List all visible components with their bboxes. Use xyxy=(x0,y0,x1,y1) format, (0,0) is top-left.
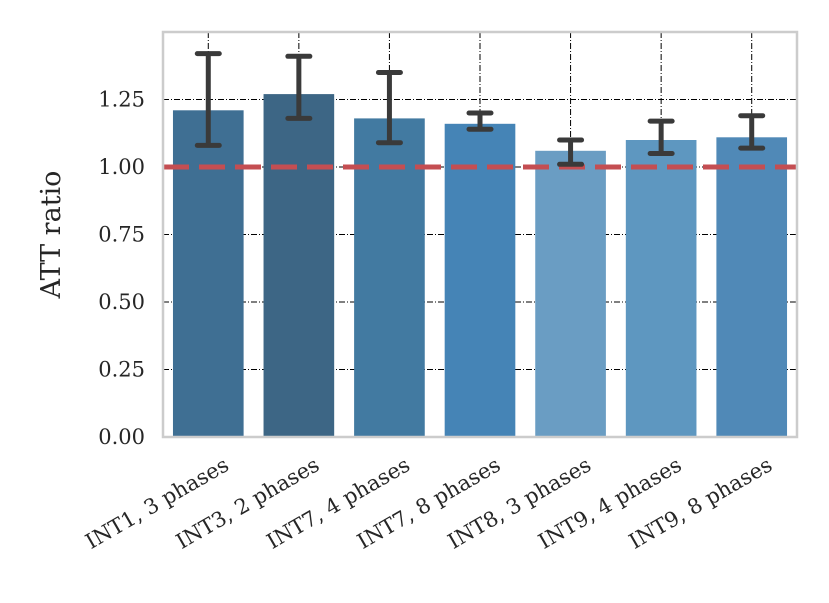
y-tick-label: 1.25 xyxy=(98,88,145,112)
bar xyxy=(535,150,606,438)
bar xyxy=(354,118,425,438)
y-tick-label: 0.50 xyxy=(98,290,145,314)
bars xyxy=(172,94,788,438)
y-tick-label: 0.00 xyxy=(98,425,145,449)
bar xyxy=(625,140,697,437)
plot-frame xyxy=(161,30,799,439)
y-axis-label: ATT ratio xyxy=(36,171,67,300)
y-tick-label: 1.00 xyxy=(98,155,145,179)
bar xyxy=(444,123,516,438)
bar xyxy=(716,137,788,438)
error-bars xyxy=(194,51,766,167)
y-tick-label: 0.25 xyxy=(98,358,145,382)
bar xyxy=(263,94,335,437)
y-tick-label: 0.75 xyxy=(98,223,145,247)
y-tick-labels: 0.00 0.25 0.50 0.75 1.00 1.25 xyxy=(98,88,145,450)
bar xyxy=(172,110,244,438)
